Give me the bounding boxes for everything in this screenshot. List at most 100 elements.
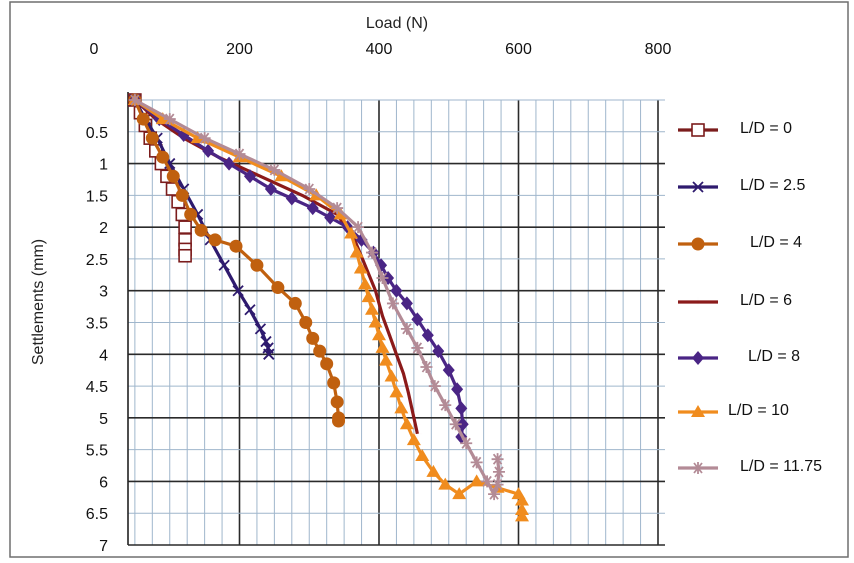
data-point xyxy=(155,112,170,125)
x-tick-label: 800 xyxy=(645,41,672,58)
data-point xyxy=(488,488,501,501)
legend-marker xyxy=(691,123,705,137)
legend-item: L/D = 11.75 xyxy=(678,458,822,475)
data-point xyxy=(320,357,334,371)
data-point xyxy=(166,169,180,183)
data-point xyxy=(421,328,434,343)
data-point xyxy=(384,369,399,382)
data-point xyxy=(331,202,344,215)
data-point xyxy=(303,183,316,195)
data-point xyxy=(470,456,483,469)
data-point xyxy=(366,246,379,259)
data-point xyxy=(368,315,383,328)
data-point xyxy=(394,401,409,414)
series-layer xyxy=(127,93,529,522)
data-point xyxy=(306,331,320,345)
data-point xyxy=(177,127,190,142)
y-tick-label: 6.5 xyxy=(86,506,108,523)
data-point xyxy=(361,290,376,303)
series-4 xyxy=(128,93,469,444)
data-point xyxy=(264,182,277,196)
x-axis-title: Load (N) xyxy=(366,15,428,32)
data-point xyxy=(438,477,453,490)
data-point xyxy=(324,210,337,225)
y-tick-label: 4.5 xyxy=(86,379,108,396)
data-point xyxy=(420,361,433,373)
data-point xyxy=(452,487,467,500)
data-point xyxy=(415,449,430,461)
data-point xyxy=(491,453,504,466)
data-point xyxy=(492,465,505,478)
data-point xyxy=(372,328,386,341)
legend-item: L/D = 6 xyxy=(678,292,792,309)
data-point xyxy=(376,272,389,284)
data-point xyxy=(299,316,313,329)
data-point xyxy=(285,191,298,206)
data-point xyxy=(136,112,150,126)
legend-marker xyxy=(693,297,703,307)
y-tick-labels: 0.5 1 1.5 2 2.5 3 3.5 4 4.5 5 5.5 6 6.5 7 xyxy=(86,125,108,555)
data-point xyxy=(178,248,192,263)
data-point xyxy=(514,503,529,516)
legend-item: L/D = 4 xyxy=(678,234,802,251)
chart-frame xyxy=(9,1,849,558)
series-line xyxy=(133,99,341,421)
legend-label: L/D = 8 xyxy=(748,348,800,365)
data-point xyxy=(426,464,441,477)
series-2 xyxy=(128,93,346,428)
data-point xyxy=(352,221,365,234)
data-point xyxy=(344,226,359,239)
y-tick-label: 0.5 xyxy=(86,125,108,142)
data-point xyxy=(400,296,413,311)
data-point xyxy=(403,387,413,397)
data-point xyxy=(208,233,222,247)
legend-label: L/D = 4 xyxy=(750,234,802,251)
legend-label: L/D = 2.5 xyxy=(740,177,805,194)
y-tick-label: 3.5 xyxy=(86,316,108,333)
legend-item: L/D = 0 xyxy=(678,120,792,137)
plot-grid xyxy=(127,92,665,546)
data-point xyxy=(491,478,504,491)
data-point xyxy=(451,382,464,397)
y-tick-label: 4 xyxy=(99,347,108,364)
y-tick-label: 1 xyxy=(99,157,108,174)
data-point xyxy=(390,283,403,298)
data-point xyxy=(218,259,230,271)
legend-marker xyxy=(691,405,705,417)
x-tick-label: 600 xyxy=(505,41,532,58)
data-point xyxy=(389,385,404,398)
data-point xyxy=(260,335,272,348)
y-tick-label: 3 xyxy=(99,284,108,301)
data-point xyxy=(175,188,189,202)
data-point xyxy=(223,156,236,171)
data-point xyxy=(460,437,473,450)
x-tick-label: 200 xyxy=(226,41,253,58)
data-point xyxy=(432,344,445,359)
x-tick-label: 0 xyxy=(90,41,99,58)
data-point xyxy=(378,353,393,366)
data-point xyxy=(229,239,243,253)
legend-item: L/D = 8 xyxy=(678,348,800,365)
series-line xyxy=(133,98,419,435)
data-point xyxy=(163,113,176,126)
data-point xyxy=(190,131,205,144)
data-point xyxy=(384,330,394,340)
data-point xyxy=(198,132,211,145)
legend-marker xyxy=(692,351,704,365)
data-point xyxy=(365,302,380,315)
data-point xyxy=(178,220,192,234)
data-point xyxy=(439,399,452,412)
y-tick-label: 6 xyxy=(99,474,108,491)
legend-marker xyxy=(691,237,705,251)
y-tick-label: 5.5 xyxy=(86,443,108,460)
data-point xyxy=(514,493,529,506)
data-point xyxy=(327,376,341,390)
legend-label: L/D = 11.75 xyxy=(740,458,822,475)
data-point xyxy=(232,285,244,297)
legend-item: L/D = 2.5 xyxy=(678,177,805,194)
data-point xyxy=(128,94,141,106)
x-tick-label: 400 xyxy=(366,41,393,58)
data-point xyxy=(250,258,264,272)
data-point xyxy=(456,417,469,432)
